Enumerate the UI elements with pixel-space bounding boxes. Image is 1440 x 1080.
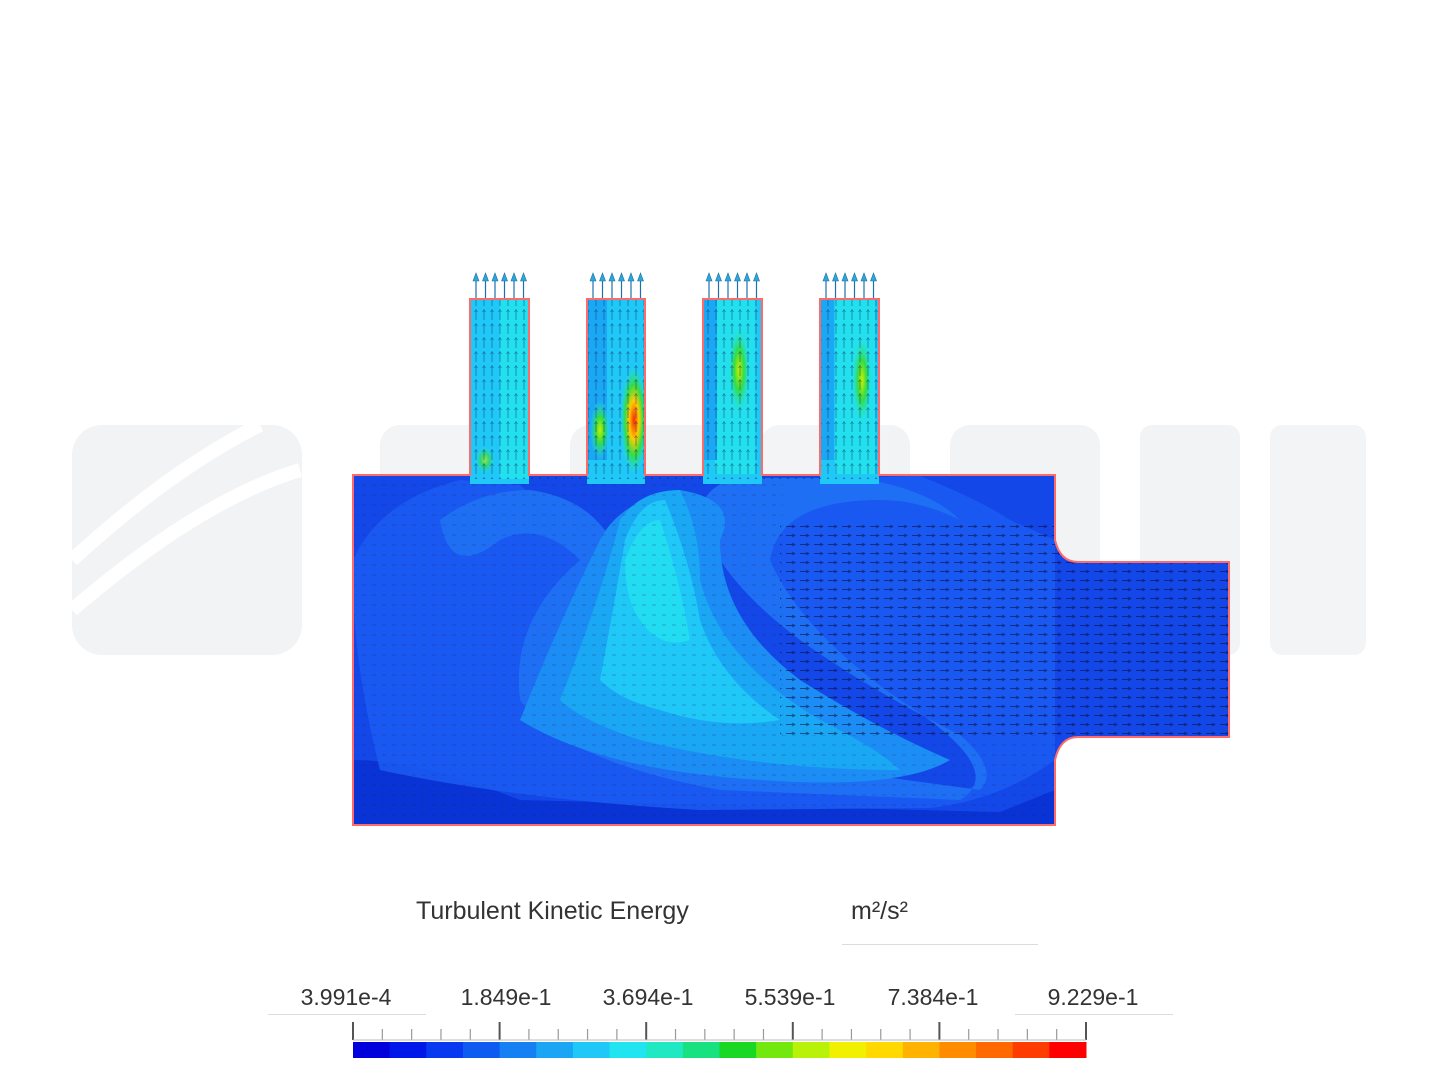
outlet-arrow [618, 272, 625, 300]
colorbar-swatch [682, 1042, 720, 1058]
legend-tick-label-2: 3.694e-1 [602, 984, 694, 1010]
colorbar [353, 1042, 1087, 1058]
outlet-arrow [491, 272, 499, 300]
colorbar-swatch [646, 1042, 684, 1058]
colorbar-swatch [866, 1042, 904, 1058]
outlet-arrow [705, 272, 713, 300]
colorbar-swatch [426, 1042, 464, 1058]
outlet-arrow [472, 272, 480, 300]
outlet-arrow [510, 272, 518, 300]
legend-tick-label-4: 7.384e-1 [887, 984, 979, 1010]
outlet-arrow [743, 272, 751, 300]
outlet-arrow [860, 272, 868, 300]
outlet-arrow [482, 272, 489, 300]
colorbar-swatch [719, 1042, 757, 1058]
colorbar-swatch [536, 1042, 574, 1058]
colorbar-swatch [1049, 1042, 1087, 1058]
outlet-arrow [753, 272, 760, 300]
outlet-arrow [724, 272, 732, 300]
outlet-flow-arrows [472, 272, 877, 300]
unit-selector-underline [842, 944, 1038, 945]
colorbar-ticks [352, 1022, 1087, 1041]
colorbar-swatch [462, 1042, 501, 1058]
colorbar-swatch [976, 1042, 1014, 1058]
outlet-arrow [870, 272, 877, 300]
outlet-arrow [851, 272, 858, 300]
colorbar-swatch [756, 1042, 794, 1058]
outlet-arrow [734, 272, 741, 300]
colorbar-swatch [1012, 1042, 1050, 1058]
colorbar-swatch [939, 1042, 977, 1058]
min-value-underline [268, 1014, 426, 1015]
legend-tick-label-3: 5.539e-1 [744, 984, 836, 1010]
legend-tick-label-0[interactable]: 3.991e-4 [300, 984, 392, 1010]
outlet-arrow [832, 272, 839, 300]
legend-tick-label-5[interactable]: 9.229e-1 [1047, 984, 1139, 1010]
outlet-arrow [589, 272, 597, 300]
outlet-arrow [841, 272, 849, 300]
legend-title: Turbulent Kinetic Energy [416, 897, 689, 925]
outlet-arrow [715, 272, 722, 300]
colorbar-swatch [609, 1042, 647, 1058]
outlet-arrow [822, 272, 830, 300]
colorbar-swatch [353, 1042, 391, 1058]
outlet-arrow [501, 272, 508, 300]
outlet-arrow [520, 272, 527, 300]
colorbar-swatch [829, 1042, 867, 1058]
colorbar-swatch [902, 1042, 940, 1058]
outlet-arrow [599, 272, 606, 300]
legend-unit[interactable]: m²/s² [851, 897, 908, 925]
colorbar-swatch [499, 1042, 537, 1058]
legend-tick-label-1: 1.849e-1 [460, 984, 552, 1010]
colorbar-swatch [572, 1042, 611, 1058]
outlet-arrow [637, 272, 644, 300]
colorbar-swatch [792, 1042, 830, 1058]
max-value-underline [1015, 1014, 1173, 1015]
outlet-arrow [627, 272, 635, 300]
outlet-arrow [608, 272, 616, 300]
colorbar-swatch [389, 1042, 427, 1058]
